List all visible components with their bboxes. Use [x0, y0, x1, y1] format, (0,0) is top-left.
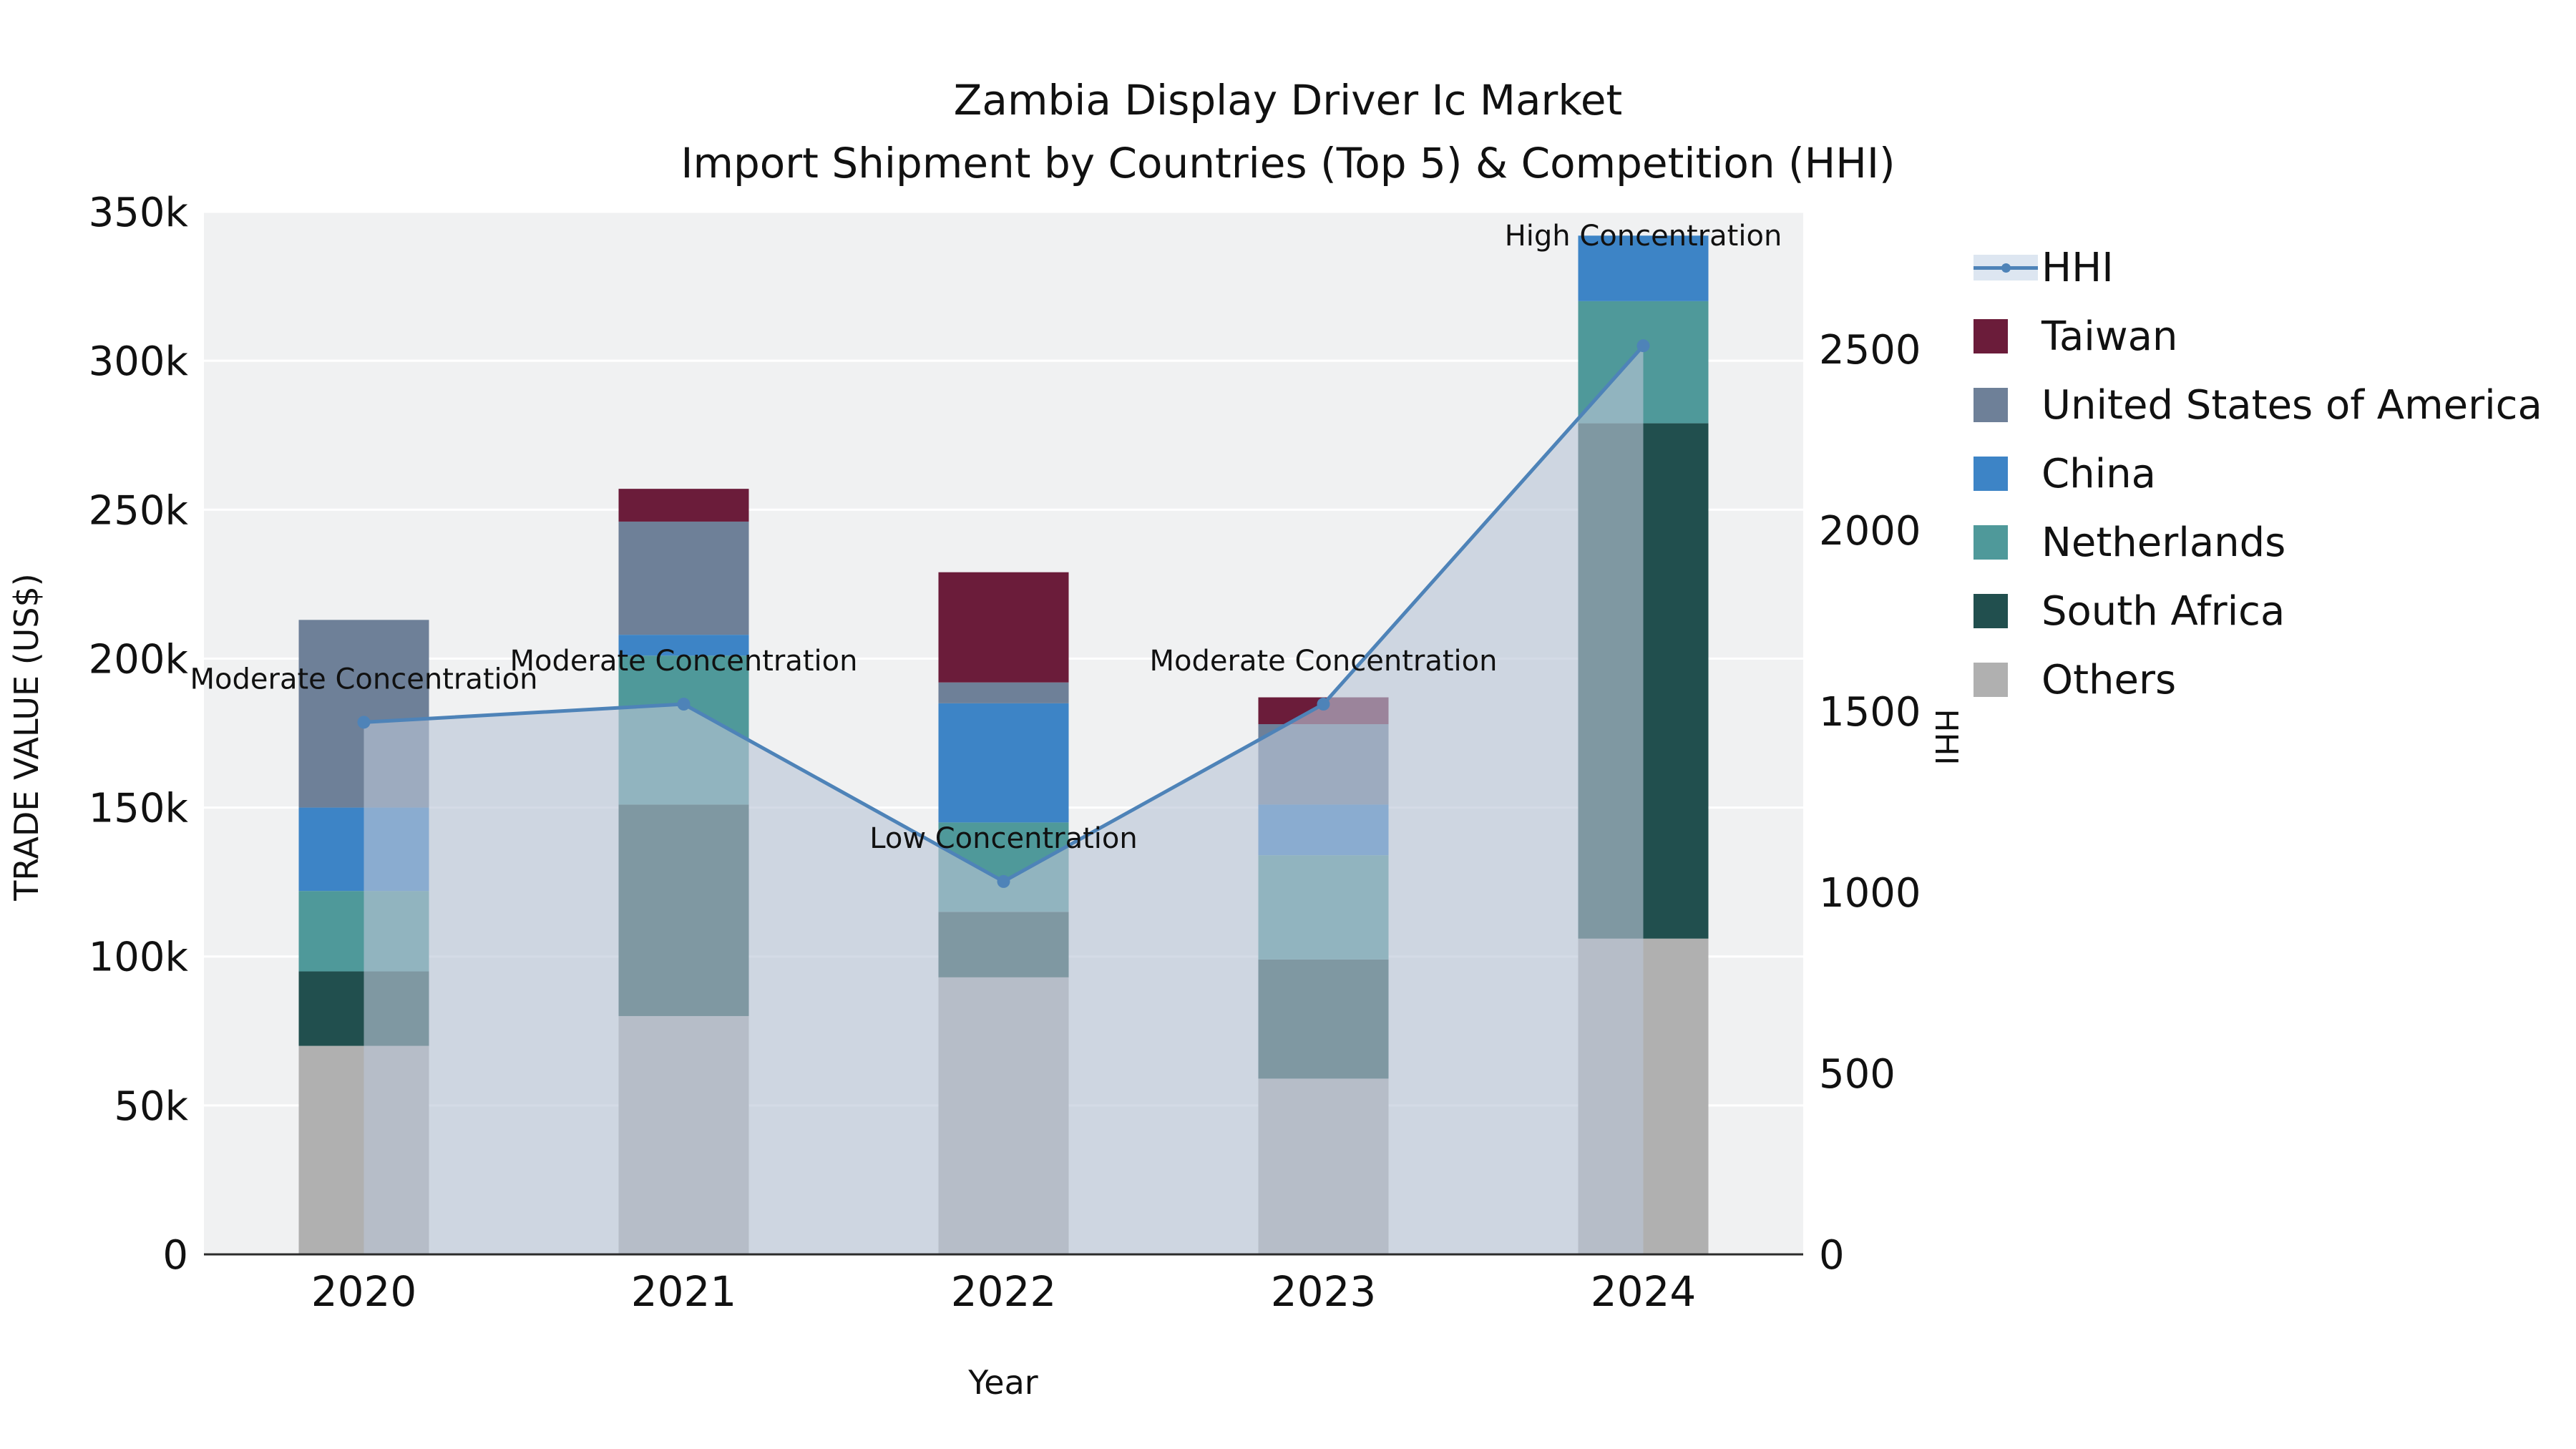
x-tick-year: 2023 — [1271, 1267, 1377, 1316]
hhi-annotation: Moderate Concentration — [510, 645, 858, 678]
chart-title-line2: Import Shipment by Countries (Top 5) & C… — [680, 139, 1896, 187]
legend-item-south-africa: South Africa — [1974, 577, 2542, 645]
bar-segment-united-states-of-america — [618, 521, 749, 635]
legend-item-others: Others — [1974, 645, 2542, 714]
legend-label: Netherlands — [2041, 519, 2286, 566]
y-tick-left: 0 — [162, 1232, 188, 1279]
x-tick-year: 2022 — [951, 1267, 1057, 1316]
legend-line-swatch — [1974, 250, 2041, 285]
y-tick-right: 1000 — [1819, 870, 1921, 917]
y-tick-right: 2500 — [1819, 327, 1921, 374]
x-tick-year: 2024 — [1591, 1267, 1697, 1316]
hhi-annotation: Low Concentration — [869, 822, 1137, 855]
hhi-marker — [1636, 339, 1650, 353]
bar-segment-taiwan — [938, 572, 1069, 683]
x-axis-label: Year — [968, 1363, 1038, 1402]
y-axis-label-left: TRADE VALUE (US$) — [7, 573, 46, 901]
hhi-area — [364, 346, 1644, 1254]
x-tick-year: 2020 — [311, 1267, 417, 1316]
legend-color-swatch — [1974, 388, 2041, 422]
legend-label: HHI — [2041, 244, 2114, 291]
chart-title: Zambia Display Driver Ic Market Import S… — [0, 69, 2576, 195]
y-tick-right: 500 — [1819, 1051, 1896, 1098]
hhi-annotation: Moderate Concentration — [1150, 645, 1498, 678]
legend-color-swatch — [1974, 663, 2041, 697]
x-tick-year: 2021 — [631, 1267, 737, 1316]
legend-item-taiwan: Taiwan — [1974, 302, 2542, 371]
y-tick-right: 0 — [1819, 1232, 1845, 1279]
chart-title-line1: Zambia Display Driver Ic Market — [953, 76, 1623, 125]
legend-label: China — [2041, 450, 2156, 497]
color-swatch-icon — [1974, 388, 2008, 422]
color-swatch-icon — [1974, 663, 2008, 697]
y-axis-label-right: HHI — [1928, 708, 1964, 766]
bar-segment-china — [1578, 235, 1709, 301]
color-swatch-icon — [1974, 594, 2008, 628]
legend: HHI Taiwan United States of America China Ne… — [1974, 233, 2542, 714]
legend-label: United States of America — [2041, 381, 2542, 429]
y-tick-left: 150k — [89, 786, 189, 832]
hhi-line-swatch-icon — [1974, 255, 2038, 280]
hhi-marker — [357, 716, 371, 729]
y-tick-left: 200k — [89, 636, 189, 683]
legend-color-swatch — [1974, 525, 2041, 560]
y-tick-left: 250k — [89, 487, 189, 534]
color-swatch-icon — [1974, 319, 2008, 353]
y-tick-left: 350k — [89, 190, 189, 236]
hhi-annotation: High Concentration — [1505, 220, 1782, 253]
bar-segment-china — [618, 635, 749, 656]
legend-color-swatch — [1974, 319, 2041, 353]
legend-item-netherlands: Netherlands — [1974, 508, 2542, 577]
legend-color-swatch — [1974, 594, 2041, 628]
hhi-marker — [997, 874, 1010, 888]
hhi-annotation: Moderate Concentration — [190, 663, 538, 696]
bar-segment-china — [938, 703, 1069, 823]
y-tick-right: 2000 — [1819, 508, 1921, 555]
color-swatch-icon — [1974, 457, 2008, 491]
legend-item-united-states-of-america: United States of America — [1974, 371, 2542, 439]
legend-label: Others — [2041, 656, 2177, 703]
hhi-marker — [677, 698, 691, 711]
legend-label: Taiwan — [2041, 313, 2178, 360]
bar-segment-united-states-of-america — [938, 682, 1069, 703]
legend-item-hhi: HHI — [1974, 233, 2542, 302]
y-tick-left: 50k — [114, 1083, 188, 1130]
y-tick-left: 300k — [89, 338, 189, 385]
y-tick-left: 100k — [89, 935, 189, 981]
legend-label: South Africa — [2041, 587, 2285, 635]
legend-item-china: China — [1974, 439, 2542, 508]
hhi-marker — [1317, 698, 1330, 711]
y-tick-right: 1500 — [1819, 689, 1921, 736]
bar-segment-taiwan — [618, 489, 749, 522]
color-swatch-icon — [1974, 525, 2008, 560]
legend-color-swatch — [1974, 457, 2041, 491]
